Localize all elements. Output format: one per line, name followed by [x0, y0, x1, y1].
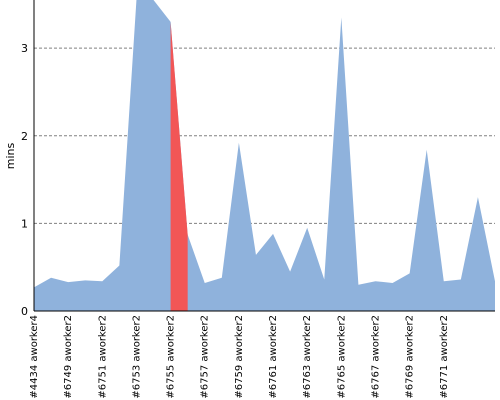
x-tick-label: #6769 aworker2	[405, 315, 416, 399]
x-tick-label: #6763 aworker2	[302, 315, 313, 399]
y-tick-label: 1	[21, 217, 28, 230]
axes	[33, 0, 495, 312]
x-tick-label: #4434 aworker4	[29, 315, 40, 399]
highlighted-segment	[170, 21, 188, 312]
y-tick-label: 2	[21, 130, 28, 143]
x-tick-label: #6749 aworker2	[63, 315, 74, 399]
x-tick-label: #6753 aworker2	[131, 315, 142, 399]
x-tick-label: #6755 aworker2	[166, 315, 177, 399]
grid-lines	[34, 47, 495, 224]
x-tick-label: #6757 aworker2	[200, 315, 211, 399]
x-tick-label: #6771 aworker2	[439, 315, 450, 399]
x-tick-labels: #4434 aworker4 #6749 aworker2 #6751 aworke…	[29, 315, 450, 399]
x-tick-label: #6751 aworker2	[97, 315, 108, 399]
x-tick-label: #6767 aworker2	[370, 315, 381, 399]
y-tick-label: 3	[21, 42, 28, 55]
y-tick-labels: 0 1 2 3	[21, 42, 28, 318]
x-tick-label: #6761 aworker2	[268, 315, 279, 399]
y-axis-label: mins	[4, 142, 17, 169]
x-tick-label: #6765 aworker2	[336, 315, 347, 399]
area-series	[34, 0, 495, 312]
y-tick-label: 0	[21, 305, 28, 318]
x-tick-label: #6759 aworker2	[234, 315, 245, 399]
area-fill	[34, 0, 495, 311]
